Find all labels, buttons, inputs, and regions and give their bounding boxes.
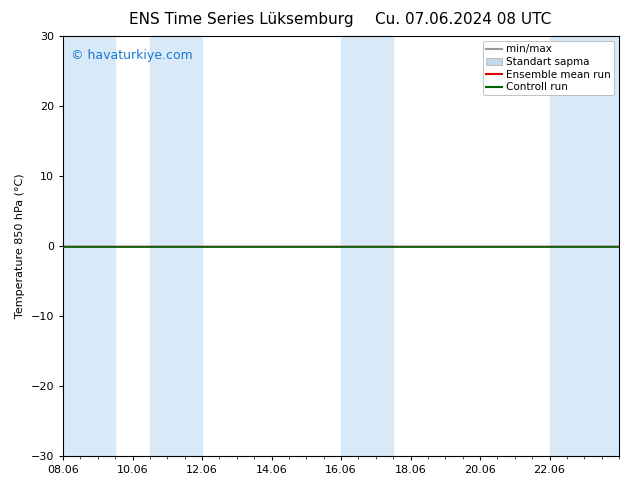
Bar (150, 36, 202, 456)
Text: © havaturkiye.com: © havaturkiye.com (72, 49, 193, 62)
Bar (550, 36, 634, 456)
Text: Cu. 07.06.2024 08 UTC: Cu. 07.06.2024 08 UTC (375, 12, 551, 27)
Y-axis label: Temperature 850 hPa (°C): Temperature 850 hPa (°C) (15, 174, 25, 318)
Text: ENS Time Series Lüksemburg: ENS Time Series Lüksemburg (129, 12, 353, 27)
Legend: min/max, Standart sapma, Ensemble mean run, Controll run: min/max, Standart sapma, Ensemble mean r… (483, 41, 614, 96)
Bar (46, 36, 115, 456)
Bar (341, 36, 393, 456)
